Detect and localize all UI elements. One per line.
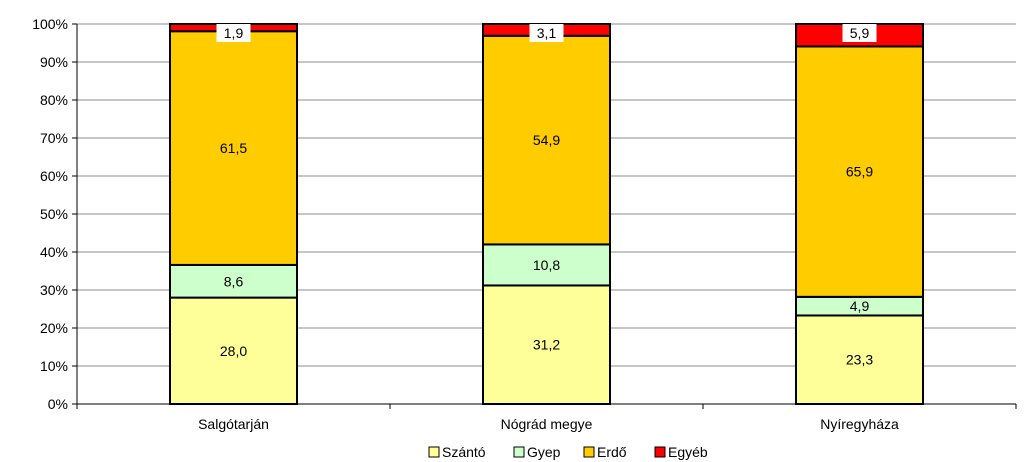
data-label: 3,1 (537, 25, 557, 41)
data-label: 8,6 (224, 273, 244, 289)
data-label: 54,9 (533, 132, 560, 148)
legend-swatch (513, 446, 525, 458)
y-tick-label: 90% (40, 54, 68, 70)
x-category-label: Nyíregyháza (820, 416, 899, 432)
bar-segment (169, 296, 298, 406)
bar-segment (482, 243, 611, 287)
y-tick-label: 50% (40, 206, 68, 222)
y-tick-label: 40% (40, 244, 68, 260)
bar-segment (482, 34, 611, 246)
y-axis-ticks: 0% 10% 20% 30% 40% 50% 60% 70% 80% 90% 100% (32, 16, 77, 412)
y-tick-label: 20% (40, 320, 68, 336)
legend-label: Egyéb (668, 444, 708, 460)
y-tick-label: 10% (40, 358, 68, 374)
x-category-label: Nógrád megye (501, 416, 593, 432)
bars: 28,0 8,6 61,5 1,9 31,2 10,8 54,9 3,1 23,3 4,9 65,9… (169, 23, 924, 406)
data-label: 5,9 (850, 25, 870, 41)
data-label: 23,3 (846, 352, 873, 368)
legend-label: Szántó (442, 444, 486, 460)
y-tick-label: 80% (40, 92, 68, 108)
legend-label: Erdő (597, 444, 627, 460)
data-label: 28,0 (220, 343, 247, 359)
bar-segment (795, 45, 924, 298)
bar-segment (169, 263, 298, 299)
legend-swatch (428, 446, 440, 458)
legend-swatch (654, 446, 666, 458)
data-label: 31,2 (533, 337, 560, 353)
x-axis-labels: Salgótarján Nógrád megye Nyíregyháza (198, 416, 899, 432)
data-label-background (842, 24, 877, 42)
legend: Szántó Gyep Erdő Egyéb (428, 444, 708, 460)
axes (76, 24, 1017, 409)
legend-swatch (583, 446, 595, 458)
y-tick-label: 30% (40, 282, 68, 298)
data-label-background (216, 24, 251, 42)
data-label-background (529, 24, 564, 42)
data-label: 1,9 (224, 25, 244, 41)
x-category-label: Salgótarján (198, 416, 269, 432)
y-tick-label: 100% (32, 16, 68, 32)
data-label: 61,5 (220, 140, 247, 156)
legend-label: Gyep (527, 444, 561, 460)
data-label: 65,9 (846, 164, 873, 180)
bar-segment (482, 284, 611, 405)
y-tick-label: 70% (40, 130, 68, 146)
y-tick-label: 60% (40, 168, 68, 184)
data-label: 4,9 (850, 298, 870, 314)
data-label: 10,8 (533, 257, 560, 273)
y-tick-label: 0% (48, 396, 68, 412)
